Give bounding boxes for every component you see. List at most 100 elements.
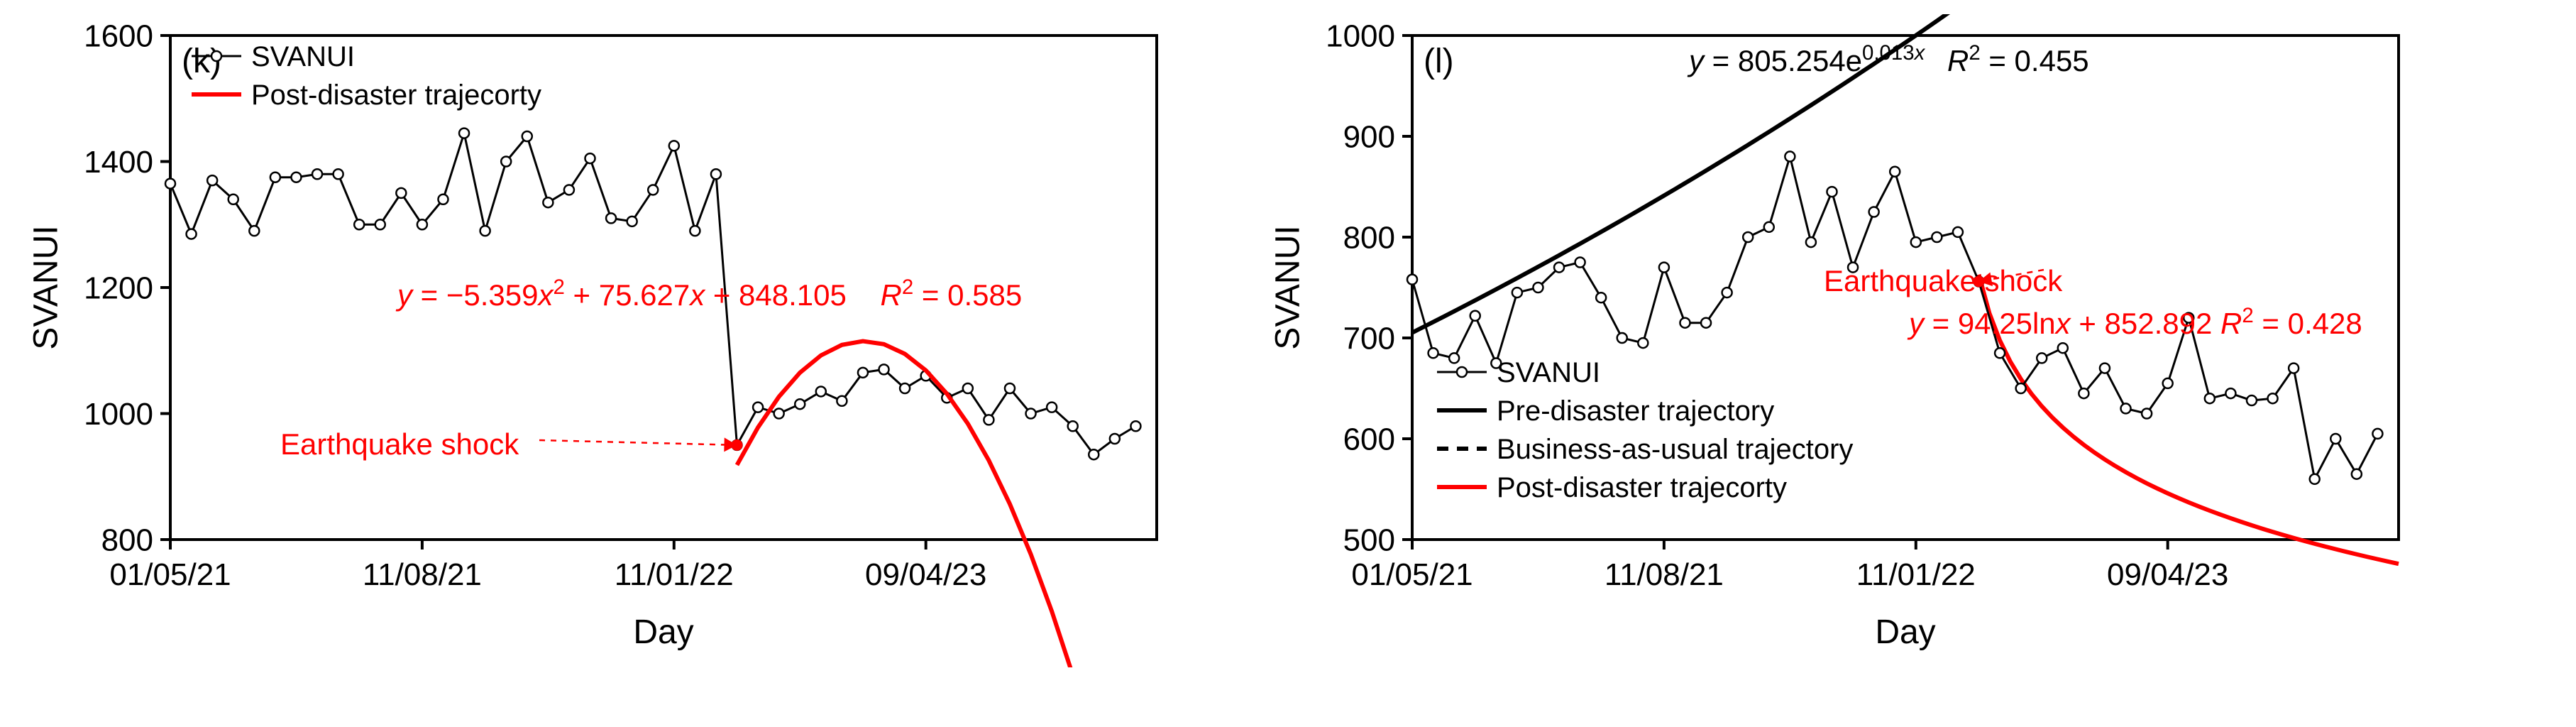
panel-k-svg: 800100012001400160001/05/2111/08/2111/01…: [14, 14, 1185, 667]
legend-label: SVANUI: [251, 41, 355, 72]
svanui-marker: [1617, 333, 1627, 343]
svanui-marker: [648, 185, 658, 195]
svanui-marker: [1047, 403, 1057, 412]
svanui-marker: [1701, 318, 1711, 328]
svanui-marker: [627, 217, 637, 226]
svanui-marker: [1638, 338, 1648, 348]
svanui-marker: [501, 157, 511, 167]
xtick-label: 09/04/23: [2107, 557, 2228, 592]
svanui-marker: [606, 213, 616, 223]
svanui-marker: [270, 173, 280, 182]
svanui-marker: [2268, 393, 2278, 403]
ytick-label: 600: [1343, 422, 1395, 457]
svanui-marker: [334, 169, 343, 179]
svanui-marker: [1407, 275, 1417, 285]
svanui-marker: [291, 173, 301, 182]
svanui-marker: [963, 383, 973, 393]
svanui-marker: [774, 409, 784, 419]
svanui-marker: [879, 364, 889, 374]
legend-label: Post-disaster trajecorty: [251, 80, 541, 111]
svanui-marker: [858, 368, 868, 378]
svanui-marker: [2037, 353, 2047, 363]
svanui-marker: [1470, 311, 1480, 321]
svanui-marker: [2372, 429, 2382, 439]
xlabel: Day: [633, 613, 693, 651]
shock-arrow: [539, 440, 737, 445]
svanui-marker: [564, 185, 574, 195]
equation-post-line1: y = 94.25lnx + 852.892 R2 = 0.428: [1907, 304, 2362, 341]
svanui-marker: [2205, 393, 2215, 403]
svanui-marker: [354, 219, 364, 229]
svanui-marker: [1785, 151, 1795, 161]
ytick-label: 900: [1343, 119, 1395, 154]
legend-swatch-marker: [211, 51, 221, 61]
svanui-marker: [459, 129, 469, 138]
svanui-marker: [2163, 378, 2173, 388]
svanui-marker: [2100, 364, 2110, 373]
svanui-marker: [1722, 288, 1732, 297]
ytick-label: 500: [1343, 523, 1395, 557]
svanui-marker: [2225, 388, 2235, 398]
svanui-marker: [543, 197, 553, 207]
svanui-marker: [480, 226, 490, 236]
svanui-marker: [1068, 421, 1078, 431]
svanui-marker: [837, 396, 847, 406]
panel-k: 800100012001400160001/05/2111/08/2111/01…: [14, 14, 1185, 667]
ylabel: SVANUI: [1269, 225, 1306, 349]
svanui-marker: [2289, 364, 2299, 373]
shock-point: [732, 439, 743, 451]
svanui-marker: [375, 219, 385, 229]
svanui-marker: [2330, 434, 2340, 444]
svanui-marker: [1743, 232, 1753, 242]
svanui-marker: [1449, 353, 1459, 363]
ytick-label: 1000: [84, 397, 153, 432]
svanui-marker: [1995, 348, 2005, 358]
svanui-marker: [753, 403, 763, 412]
svanui-marker: [1005, 383, 1015, 393]
svanui-marker: [1890, 167, 1900, 177]
shock-point: [1974, 275, 1985, 287]
equation-pre: y = 805.254e0.013x R2 = 0.455: [1687, 41, 2089, 78]
equation-post: y = −5.359x2 + 75.627x + 848.105 R2 = 0.…: [395, 275, 1022, 312]
xtick-label: 11/01/22: [1856, 557, 1976, 592]
svanui-marker: [1554, 263, 1564, 273]
svanui-marker: [2247, 395, 2257, 405]
xtick-label: 11/08/21: [363, 557, 482, 592]
ylabel: SVANUI: [27, 225, 65, 349]
panel-l: 500600700800900100001/05/2111/08/2111/01…: [1256, 14, 2427, 667]
figure-row: 800100012001400160001/05/2111/08/2111/01…: [0, 0, 2576, 682]
svanui-marker: [1026, 409, 1036, 419]
svanui-marker: [1953, 227, 1963, 237]
xtick-label: 01/05/21: [109, 557, 231, 592]
xlabel: Day: [1875, 613, 1935, 651]
svanui-marker: [816, 386, 826, 396]
ytick-label: 800: [101, 523, 153, 557]
svanui-marker: [522, 131, 532, 141]
ytick-label: 800: [1343, 220, 1395, 255]
svanui-marker: [984, 415, 993, 425]
svanui-marker: [1827, 187, 1837, 197]
svanui-marker: [1596, 293, 1606, 302]
svanui-marker: [1932, 232, 1942, 242]
svanui-marker: [2079, 388, 2088, 398]
svanui-marker: [2310, 474, 2320, 484]
legend-label: Pre-disaster trajectory: [1497, 395, 1774, 427]
svanui-marker: [1089, 449, 1099, 459]
legend-label: Post-disaster trajecorty: [1497, 472, 1787, 503]
ytick-label: 1600: [84, 18, 153, 53]
svanui-marker: [2352, 469, 2362, 479]
svanui-marker: [2121, 403, 2131, 413]
svanui-marker: [669, 141, 679, 151]
svanui-marker: [1429, 348, 1438, 358]
svanui-marker: [249, 226, 259, 236]
svanui-marker: [312, 169, 322, 179]
svanui-marker: [1512, 288, 1522, 297]
ytick-label: 1000: [1326, 18, 1395, 53]
svanui-marker: [795, 399, 805, 409]
svanui-marker: [1764, 222, 1774, 232]
svanui-marker: [438, 195, 448, 204]
svanui-marker: [1130, 421, 1140, 431]
svanui-marker: [417, 219, 427, 229]
xtick-label: 11/01/22: [615, 557, 734, 592]
svanui-marker: [900, 383, 910, 393]
